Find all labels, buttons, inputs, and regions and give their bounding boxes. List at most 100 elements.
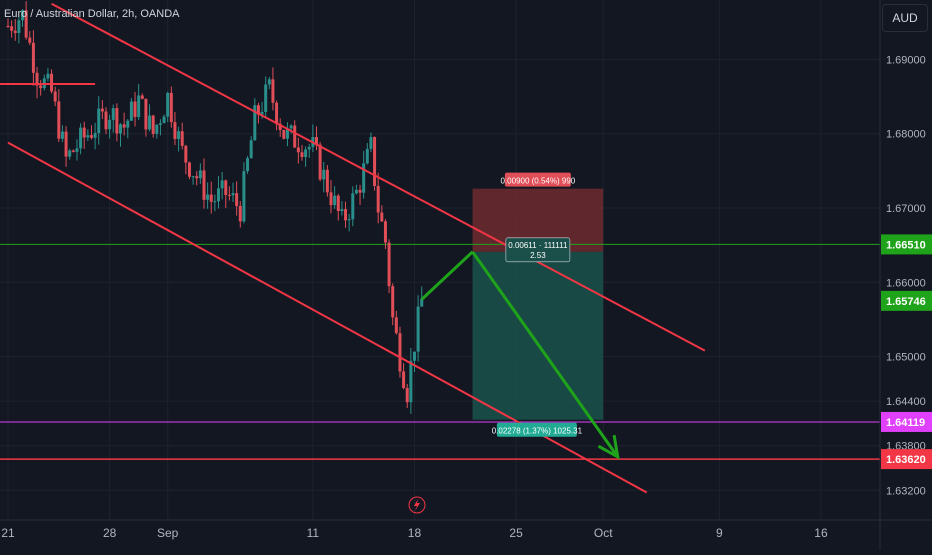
candle-body (57, 101, 61, 139)
position-zones (472, 188, 604, 420)
y-tick-label: 1.65000 (886, 352, 926, 364)
x-tick-label: 18 (408, 526, 422, 540)
entry-label-text: 0.00611 · 111111 (508, 241, 568, 250)
candle-body (304, 149, 308, 157)
candle-body (227, 194, 231, 196)
candle-body (391, 286, 395, 318)
candle-body (253, 105, 257, 141)
candle-body (21, 10, 25, 21)
candle-body (60, 131, 64, 139)
candle-body (264, 84, 268, 112)
candle-body (6, 26, 10, 27)
candle-body (144, 98, 148, 130)
candle-body (86, 135, 90, 138)
candle-body (376, 185, 380, 213)
target-label-text: 0.02278 (1.37%) 1025.31 (492, 427, 583, 436)
candles (6, 1, 424, 414)
horizontal-levels (0, 243, 880, 460)
candle-body (24, 10, 28, 38)
candle-body (380, 212, 384, 222)
candle-body (17, 20, 21, 33)
candle-body (347, 219, 351, 221)
candle-body (394, 317, 398, 334)
candle-body (39, 85, 43, 89)
candle-body (224, 180, 228, 195)
candle-body (351, 193, 355, 220)
candle-body (158, 123, 162, 125)
candle-body (46, 73, 50, 79)
stop-label-bg (504, 172, 571, 187)
take-profit-zone (472, 251, 604, 420)
candle-body (126, 120, 130, 128)
candle-body (184, 145, 188, 163)
y-tick-label: 1.67000 (886, 203, 926, 215)
price-badge (881, 290, 932, 311)
price-badge-label: 1.66510 (886, 239, 926, 251)
candle-body (35, 72, 39, 86)
x-tick-label: 9 (716, 526, 723, 540)
candle-body (75, 148, 79, 152)
candle-body (260, 111, 264, 115)
candle-body (329, 192, 333, 206)
candle-body (166, 92, 170, 117)
candle-body (151, 115, 155, 134)
candle-body (275, 102, 279, 124)
lightning-icon-bolt (414, 499, 420, 511)
candle-body (344, 209, 348, 221)
candle-body (231, 193, 235, 196)
candle-body (31, 42, 35, 73)
symbol-title: Euro / Australian Dollar, 2h, OANDA (4, 8, 180, 20)
candle-body (122, 124, 126, 128)
candle-body (180, 131, 184, 146)
candle-body (100, 108, 104, 112)
channel-line (51, 2, 706, 352)
candle-body (412, 351, 416, 361)
candle-body (202, 170, 206, 200)
price-badge-label: 1.63620 (886, 454, 926, 466)
candle-body (177, 131, 181, 140)
candle-body (129, 101, 133, 121)
target-label: 0.02278 (1.37%) 1025.31 (492, 422, 583, 437)
arrow-shaft (471, 250, 619, 458)
candle-body (318, 144, 322, 180)
candle-body (148, 115, 152, 130)
x-tick-label: 11 (307, 526, 320, 540)
candle-body (133, 101, 137, 118)
y-tick-label: 1.66000 (886, 277, 926, 289)
price-badge-label: 1.64119 (886, 417, 925, 429)
candle-body (79, 127, 83, 149)
candle-body (336, 195, 340, 212)
arrow-head (597, 434, 620, 460)
currency-button[interactable]: AUD (882, 4, 928, 32)
candle-body (256, 105, 260, 115)
candle-body (249, 140, 253, 159)
x-tick-label: 21 (1, 526, 15, 540)
price-badge-label: 1.65746 (886, 296, 926, 308)
stop-label: 0.00900 (0.54%) 990 (501, 172, 576, 187)
candle-body (373, 137, 377, 186)
price-badge (881, 234, 932, 255)
candle-body (314, 137, 318, 145)
candle-body (235, 193, 239, 206)
candle-body (10, 26, 14, 31)
candle-body (405, 388, 409, 403)
entry-label-bg (505, 237, 571, 263)
candle-body (217, 188, 220, 202)
candle-body (209, 194, 213, 202)
candle-body (271, 79, 275, 103)
candle-body (162, 116, 166, 124)
candle-body (325, 169, 329, 193)
candle-body (13, 30, 17, 33)
candle-body (354, 189, 358, 194)
candle-body (198, 170, 202, 179)
candle-body (383, 221, 387, 243)
arrows (420, 250, 620, 460)
candle-body (111, 108, 115, 120)
candle-body (238, 205, 242, 222)
x-tick-label: 28 (103, 526, 117, 540)
candle-body (369, 137, 373, 149)
candle-body (53, 91, 57, 102)
